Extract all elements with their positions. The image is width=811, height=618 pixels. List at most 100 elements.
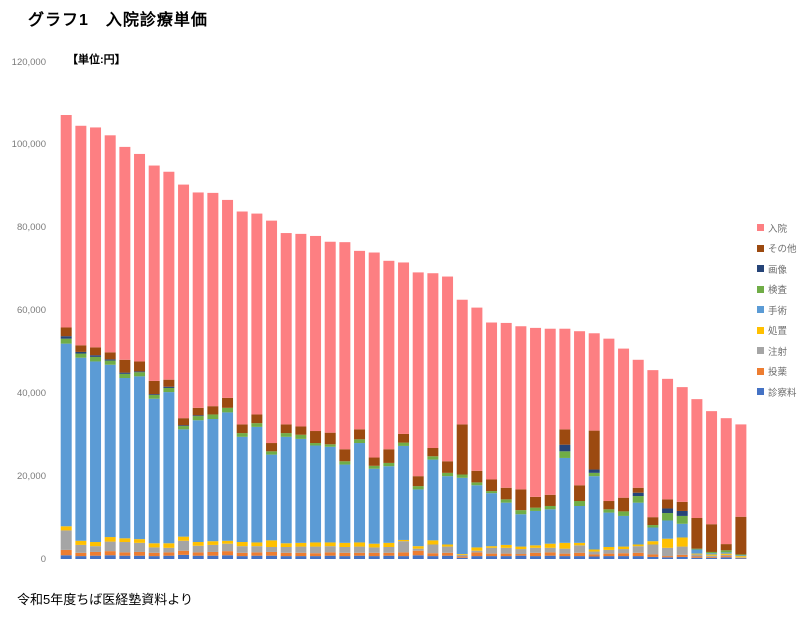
bar-segment — [251, 213, 263, 415]
bar-segment — [90, 546, 102, 552]
bar-segment — [383, 260, 395, 450]
bar-segment — [618, 511, 630, 516]
bar-segment — [251, 555, 263, 559]
bar-segment — [266, 454, 278, 541]
legend-item: 手術 — [757, 305, 797, 317]
bar-segment — [134, 371, 146, 373]
bar-segment — [119, 542, 131, 553]
bar — [662, 378, 674, 559]
bar-segment — [236, 546, 248, 553]
legend-swatch-icon — [757, 265, 764, 272]
bar-segment — [104, 541, 116, 552]
bar-segment — [310, 556, 322, 559]
bar — [324, 241, 336, 559]
bar-segment — [354, 443, 366, 543]
bar-segment — [574, 505, 586, 543]
bar-segment — [280, 552, 292, 557]
bar-segment — [676, 515, 688, 524]
bar-segment — [280, 424, 292, 434]
bar-segment — [295, 426, 307, 435]
bar — [295, 233, 307, 559]
bar-segment — [310, 235, 322, 432]
bar-segment — [603, 338, 615, 502]
bar-segment — [178, 536, 190, 541]
bar-segment — [192, 416, 204, 421]
bar-segment — [647, 370, 659, 518]
bar-segment — [383, 546, 395, 553]
bar-segment — [632, 546, 644, 553]
bar-segment — [486, 479, 498, 492]
bar-segment — [515, 326, 527, 490]
bar-segment — [280, 546, 292, 553]
bar-segment — [720, 554, 732, 557]
bar-segment — [236, 211, 248, 425]
bar-segment — [324, 446, 336, 543]
bar-segment — [662, 513, 674, 521]
bar-segment — [295, 556, 307, 559]
bar-segment — [515, 514, 527, 547]
bar-segment — [368, 552, 380, 557]
bar-segment — [456, 557, 468, 559]
bar-segment — [104, 537, 116, 542]
bar-segment — [603, 512, 615, 547]
bar-segment — [163, 379, 175, 387]
bar — [720, 418, 732, 559]
bar-segment — [603, 553, 615, 557]
bar-segment — [148, 398, 160, 544]
bar — [354, 250, 366, 559]
bar-segment — [398, 556, 410, 559]
bar-segment — [486, 322, 498, 480]
bar-segment — [251, 426, 263, 543]
bar-segment — [500, 553, 512, 557]
bar-segment — [676, 501, 688, 511]
bar — [266, 220, 278, 559]
bar — [574, 331, 586, 559]
bar-segment — [339, 542, 351, 547]
bar-segment — [398, 445, 410, 540]
legend-swatch-icon — [757, 285, 764, 293]
bar-segment — [427, 456, 439, 460]
bar-segment — [295, 233, 307, 427]
legend-swatch-icon — [757, 224, 764, 231]
bar-segment — [632, 552, 644, 557]
bar-segment — [500, 487, 512, 500]
bar-segment — [544, 509, 556, 544]
bar-segment — [280, 556, 292, 559]
bar-segment — [295, 542, 307, 547]
bar-segment — [207, 192, 219, 407]
bar-segment — [676, 556, 688, 559]
bar-segment — [134, 555, 146, 559]
bar-segment — [559, 451, 571, 458]
y-axis-tick: 100,000 — [11, 139, 46, 151]
bar-segment — [632, 544, 644, 547]
bar-segment — [691, 556, 703, 558]
bar-segment — [530, 556, 542, 559]
bar-segment — [310, 445, 322, 543]
bar-segment — [90, 361, 102, 543]
bar-segment — [632, 556, 644, 559]
bar-segment — [603, 501, 615, 510]
bar-segment — [192, 545, 204, 553]
bar-segment — [310, 443, 322, 446]
bar — [368, 252, 380, 559]
bar — [207, 192, 219, 559]
bar-segment — [236, 552, 248, 557]
bar-segment — [442, 546, 454, 553]
bar-segment — [471, 547, 483, 551]
bar-segment — [691, 518, 703, 549]
bar-segment — [90, 555, 102, 559]
bar-segment — [662, 556, 674, 558]
bar-segment — [544, 494, 556, 506]
bar-segment — [647, 527, 659, 542]
bar-segment — [398, 433, 410, 443]
bar-segment — [192, 192, 204, 408]
bar-segment — [266, 443, 278, 452]
bar-segment — [383, 542, 395, 547]
bar — [251, 213, 263, 559]
bar-segment — [486, 491, 498, 494]
bar — [383, 260, 395, 559]
bar-segment — [222, 543, 234, 552]
bar-segment — [500, 556, 512, 559]
